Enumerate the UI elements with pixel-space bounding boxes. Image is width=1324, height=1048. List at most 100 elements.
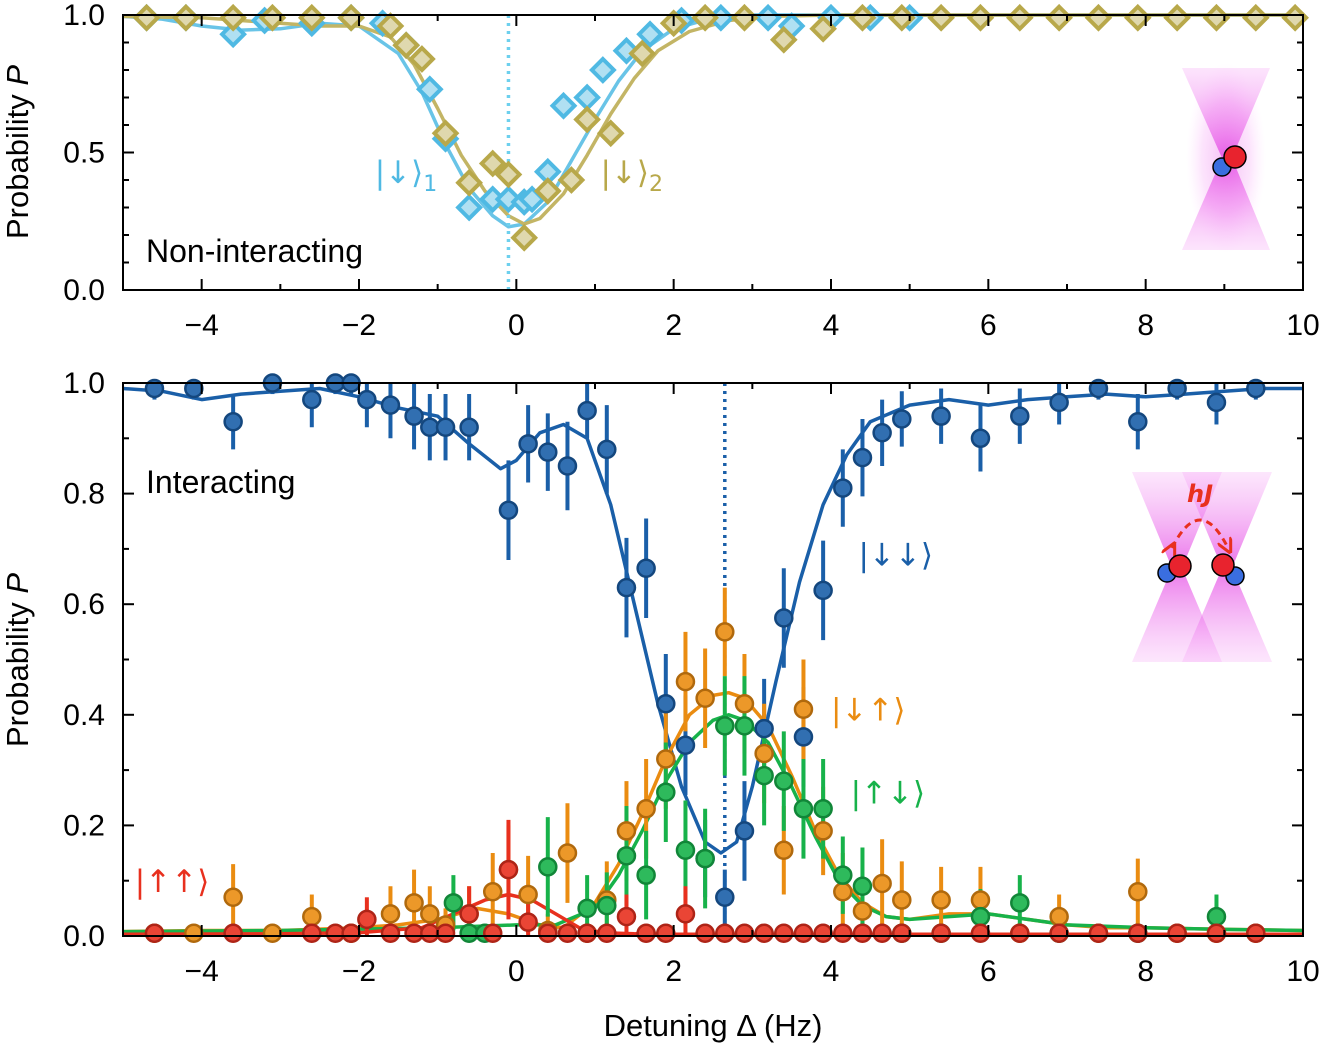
data-point xyxy=(852,901,873,921)
fit-curve-2 xyxy=(122,713,1304,934)
data-point xyxy=(380,923,401,943)
data-point xyxy=(1206,392,1227,413)
data-point xyxy=(774,923,794,943)
data-point xyxy=(538,442,558,462)
data-point xyxy=(420,417,440,437)
bottom-data-markers xyxy=(144,373,1266,943)
data-point xyxy=(970,923,991,943)
tunneling-label: hJ xyxy=(1187,480,1213,508)
data-point xyxy=(636,799,656,819)
data-point xyxy=(577,923,597,943)
data-point xyxy=(1088,923,1109,943)
data-point xyxy=(970,906,991,927)
data-point xyxy=(734,923,755,943)
data-point xyxy=(774,771,794,791)
series-label: |↓↓⟩ xyxy=(859,537,934,573)
data-point xyxy=(656,782,676,802)
data-point xyxy=(1049,392,1069,413)
bottom-axis-ticks xyxy=(122,382,1304,937)
data-point xyxy=(754,718,774,739)
data-point xyxy=(184,923,204,943)
data-point xyxy=(498,859,519,880)
bottom-y-axis-title: Probability P xyxy=(0,573,35,747)
data-point xyxy=(695,688,715,708)
data-point xyxy=(533,177,562,205)
data-point xyxy=(695,848,715,869)
data-point xyxy=(656,693,676,714)
data-point xyxy=(852,876,873,896)
data-point xyxy=(144,378,165,399)
data-point xyxy=(478,149,507,178)
data-point xyxy=(577,898,597,919)
data-point xyxy=(1005,3,1034,32)
data-point xyxy=(1128,882,1148,902)
data-point xyxy=(455,193,483,222)
data-point xyxy=(833,865,853,885)
data-point xyxy=(459,904,479,924)
data-point xyxy=(675,735,696,755)
fit-curve-1 xyxy=(122,13,1303,226)
data-point xyxy=(636,558,656,579)
data-point xyxy=(557,843,578,863)
top-axis-ticks xyxy=(122,14,1304,291)
single-tweezer-inset-icon xyxy=(1182,63,1270,253)
top-panel-annotation: Non-interacting xyxy=(146,233,363,269)
data-point xyxy=(577,400,597,421)
data-point xyxy=(628,39,657,68)
data-point xyxy=(573,105,601,134)
data-point xyxy=(408,45,436,73)
data-point xyxy=(715,887,735,908)
data-point xyxy=(852,923,873,943)
data-point xyxy=(596,119,625,148)
x-tick-label: 10 xyxy=(1286,955,1319,988)
x-tick-label: −4 xyxy=(185,955,219,988)
data-point xyxy=(443,893,464,913)
data-point xyxy=(754,3,782,32)
data-point xyxy=(223,923,243,943)
data-point xyxy=(1246,378,1266,399)
fit-curve-1 xyxy=(122,690,1304,934)
data-point xyxy=(754,923,774,943)
data-point xyxy=(435,417,456,437)
top-y-tick-labels: 0.0 0.5 1.0 xyxy=(63,0,105,307)
data-point xyxy=(892,409,912,429)
data-point xyxy=(459,923,479,943)
data-point xyxy=(872,923,892,943)
data-point xyxy=(549,91,578,120)
data-point xyxy=(404,893,424,913)
data-point xyxy=(833,923,853,943)
data-point xyxy=(144,923,165,943)
data-point xyxy=(793,699,814,720)
y-tick-label: 1.0 xyxy=(63,0,105,32)
data-point xyxy=(518,884,538,905)
x-tick-label: −2 xyxy=(342,309,376,342)
data-point xyxy=(734,693,755,714)
data-point xyxy=(1246,923,1266,943)
x-tick-label: 4 xyxy=(823,309,840,342)
red-atom-icon xyxy=(1168,554,1192,578)
data-point xyxy=(223,887,243,908)
data-point xyxy=(793,923,814,943)
data-point xyxy=(455,168,483,197)
data-point xyxy=(734,821,755,841)
top-fit-curves xyxy=(122,13,1303,229)
data-point xyxy=(656,749,676,769)
data-point xyxy=(302,923,322,943)
data-point xyxy=(302,389,322,410)
bottom-fit-curves xyxy=(122,386,1304,937)
data-point xyxy=(302,906,322,927)
top-y-axis-title: Probability P xyxy=(0,65,35,239)
data-point xyxy=(656,923,676,943)
data-point xyxy=(557,456,578,476)
bottom-series-labels: |↓↓⟩ |↓↑⟩ |↑↓⟩ |↑↑⟩ xyxy=(135,537,933,899)
data-point xyxy=(616,846,637,866)
data-point xyxy=(380,395,401,415)
data-point xyxy=(774,840,794,861)
data-point xyxy=(597,923,617,943)
data-point xyxy=(415,75,444,104)
data-point xyxy=(589,56,617,84)
top-panel: −4 −2 0 2 4 6 8 10 0.0 0.5 1.0 Probability P Non-… xyxy=(0,0,1320,342)
y-tick-label: 0.4 xyxy=(63,699,105,732)
x-tick-label: 8 xyxy=(1137,955,1154,988)
data-point xyxy=(616,577,637,598)
